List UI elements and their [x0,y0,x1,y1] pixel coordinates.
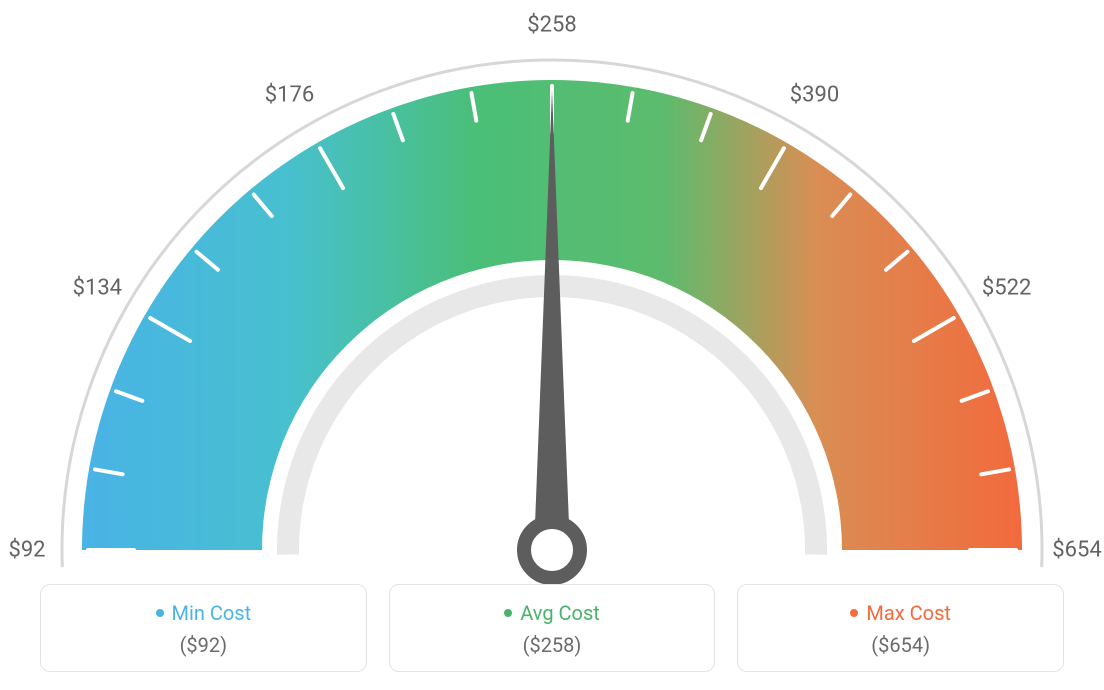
legend-dot-min [156,609,164,617]
legend-min-value: ($92) [51,633,356,657]
legend-max-value: ($654) [748,633,1053,657]
legend-avg-label: Avg Cost [520,601,600,625]
gauge-tick-label: $92 [8,538,45,563]
legend-max-label-row: Max Cost [850,601,951,625]
gauge-svg [0,20,1104,590]
gauge-chart: $92$134$176$258$390$522$654 [0,20,1104,590]
legend-card-max: Max Cost ($654) [737,584,1064,672]
legend-card-avg: Avg Cost ($258) [389,584,716,672]
gauge-tick-label: $258 [527,13,576,38]
legend-min-label: Min Cost [172,601,252,625]
legend-avg-value: ($258) [400,633,705,657]
legend-dot-max [850,609,858,617]
legend-avg-label-row: Avg Cost [504,601,600,625]
gauge-tick-label: $522 [982,275,1031,300]
legend-min-label-row: Min Cost [156,601,252,625]
legend-card-min: Min Cost ($92) [40,584,367,672]
gauge-tick-label: $390 [790,83,839,108]
gauge-tick-label: $134 [73,275,122,300]
legend-max-label: Max Cost [866,601,951,625]
legend-row: Min Cost ($92) Avg Cost ($258) Max Cost … [0,584,1104,672]
gauge-tick-label: $654 [1052,538,1101,563]
legend-dot-avg [504,609,512,617]
gauge-tick-label: $176 [265,83,314,108]
